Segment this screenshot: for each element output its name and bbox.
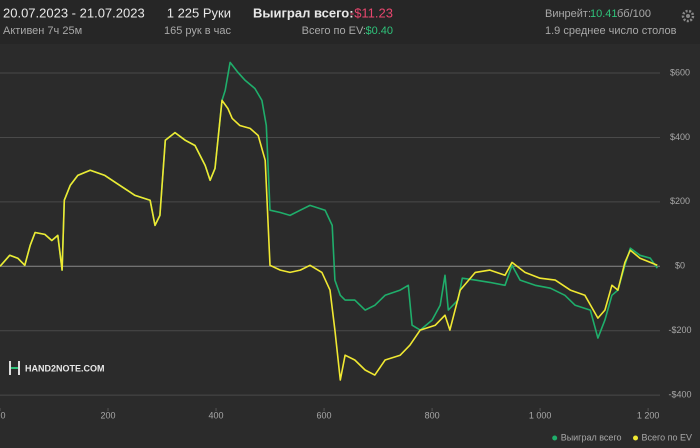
y-tick-label: -$400 (668, 389, 691, 399)
tables: 1.9 среднее число столов (545, 25, 677, 37)
plot-background (0, 44, 700, 448)
series-line (0, 99, 658, 381)
ev-value: $0.40 (365, 25, 393, 37)
active-time: Активен 7ч 25м (3, 25, 82, 37)
hands-per-hour: 165 рук в час (164, 25, 232, 37)
x-tick-label: 800 (425, 410, 440, 420)
settings-icon[interactable] (681, 9, 695, 23)
won-label: Выиграл всего: (253, 5, 354, 20)
legend-label: Всего по EV (642, 432, 692, 442)
x-tick-label: 1 200 (637, 410, 660, 420)
won-value: -$11.23 (350, 5, 393, 20)
x-tick-label: 200 (101, 410, 116, 420)
logo: HAND2NOTE.COM (9, 361, 105, 375)
x-tick-label: 0 (0, 410, 5, 420)
y-tick-label: $0 (675, 261, 685, 271)
period: 20.07.2023 - 21.07.2023 (3, 5, 145, 20)
winrate-value: 10.41 (590, 8, 618, 20)
x-tick-label: 600 (317, 410, 332, 420)
y-tick-label: -$200 (668, 325, 691, 335)
winrate-label: Винрейт: (545, 8, 591, 20)
y-tick-label: $400 (670, 132, 690, 142)
ev-label: Всего по EV: (302, 25, 366, 37)
legend-swatch (552, 435, 558, 441)
y-tick-label: $200 (670, 196, 690, 206)
x-tick-label: 1 000 (529, 410, 552, 420)
hands: 1 225 Руки (167, 5, 231, 20)
legend-label: Выиграл всего (561, 432, 622, 442)
legend-swatch (633, 435, 639, 441)
logo-text: HAND2NOTE.COM (25, 363, 105, 373)
winrate-unit: бб/100 (617, 8, 651, 20)
x-tick-label: 400 (209, 410, 224, 420)
y-tick-label: $600 (670, 67, 690, 77)
